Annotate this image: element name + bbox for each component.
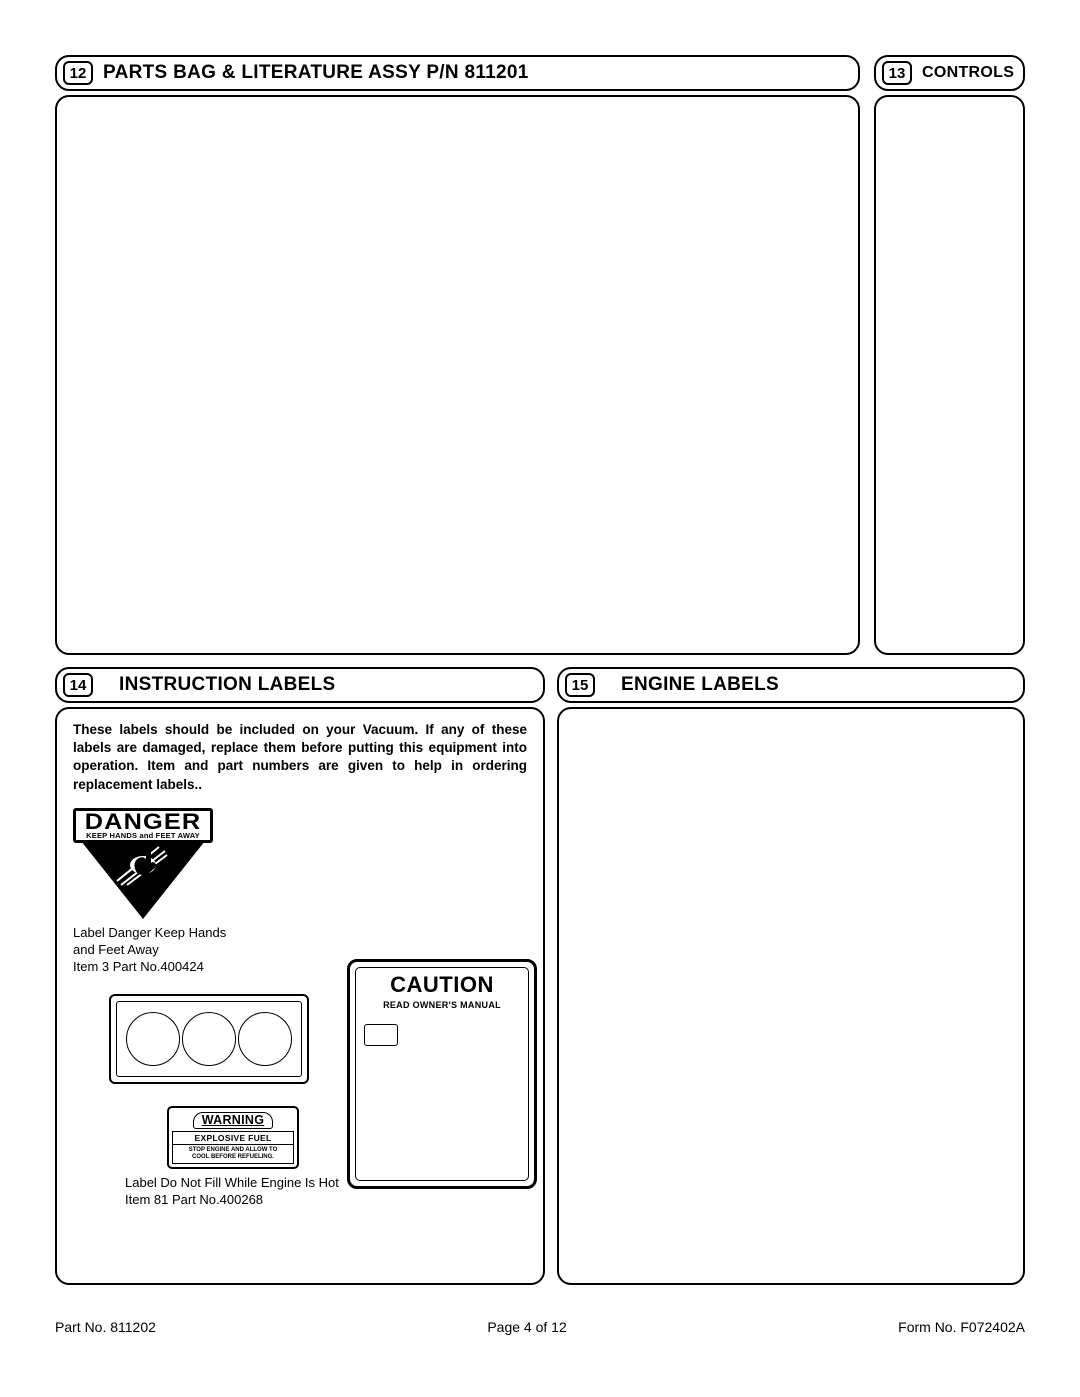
danger-label-group: DANGER KEEP HANDS and FEET AWAY xyxy=(73,808,531,976)
section-12-number: 12 xyxy=(63,61,93,85)
warning-caption-l2: Item 81 Part No.400268 xyxy=(125,1192,263,1207)
caution-subtext: READ OWNER'S MANUAL xyxy=(356,1000,528,1010)
section-15-title: ENGINE LABELS xyxy=(621,674,779,696)
warning-title: WARNING xyxy=(193,1112,274,1129)
caution-word: CAUTION xyxy=(356,972,528,998)
danger-caption-l1: Label Danger Keep Hands xyxy=(73,925,226,940)
section-14-header: 14 INSTRUCTION LABELS xyxy=(55,667,545,703)
section-13-number: 13 xyxy=(882,61,912,85)
danger-label: DANGER KEEP HANDS and FEET AWAY xyxy=(73,808,213,920)
circle-3 xyxy=(238,1012,292,1066)
warning-title-row: WARNING xyxy=(172,1111,294,1129)
section-13-body xyxy=(874,95,1025,655)
warning-label: WARNING EXPLOSIVE FUEL STOP ENGINE AND A… xyxy=(167,1106,299,1169)
section-13-header: 13 CONTROLS xyxy=(874,55,1025,91)
section-12-header: 12 PARTS BAG & LITERATURE ASSY P/N 81120… xyxy=(55,55,860,91)
footer-part-no: Part No. 811202 xyxy=(55,1319,156,1335)
danger-word: DANGER xyxy=(68,811,218,833)
section-12-body xyxy=(55,95,860,655)
warning-caption-l1: Label Do Not Fill While Engine Is Hot xyxy=(125,1175,339,1190)
danger-caption-l3: Item 3 Part No.400424 xyxy=(73,959,204,974)
warning-row3a: STOP ENGINE AND ALLOW TO xyxy=(189,1147,278,1153)
circle-1 xyxy=(126,1012,180,1066)
danger-caption-l2: and Feet Away xyxy=(73,942,159,957)
circles-label xyxy=(109,994,309,1084)
section-14-title: INSTRUCTION LABELS xyxy=(119,674,336,696)
warning-row3: STOP ENGINE AND ALLOW TO COOL BEFORE REF… xyxy=(172,1145,294,1164)
section-14-number: 14 xyxy=(63,673,93,697)
caution-smallbox xyxy=(364,1024,398,1046)
section-15-header: 15 ENGINE LABELS xyxy=(557,667,1025,703)
warning-row2: EXPLOSIVE FUEL xyxy=(172,1131,294,1145)
section-13-title: CONTROLS xyxy=(922,64,1014,82)
caution-label: CAUTION READ OWNER'S MANUAL xyxy=(347,959,537,1189)
section-14-body: These labels should be included on your … xyxy=(55,707,545,1285)
caution-inner: CAUTION READ OWNER'S MANUAL xyxy=(355,967,529,1181)
instruction-intro: These labels should be included on your … xyxy=(73,721,527,794)
page-footer: Part No. 811202 Page 4 of 12 Form No. F0… xyxy=(55,1319,1025,1335)
section-15-number: 15 xyxy=(565,673,595,697)
hand-icon xyxy=(113,841,173,887)
section-15-body xyxy=(557,707,1025,1285)
circle-2 xyxy=(182,1012,236,1066)
page: 12 PARTS BAG & LITERATURE ASSY P/N 81120… xyxy=(55,55,1025,1335)
warning-row3b: COOL BEFORE REFUELING. xyxy=(192,1154,274,1160)
footer-page: Page 4 of 12 xyxy=(487,1319,566,1335)
danger-header: DANGER KEEP HANDS and FEET AWAY xyxy=(73,808,213,844)
footer-form-no: Form No. F072402A xyxy=(898,1319,1025,1335)
section-12-title: PARTS BAG & LITERATURE ASSY P/N 811201 xyxy=(103,62,529,84)
circles-inner xyxy=(116,1001,302,1077)
